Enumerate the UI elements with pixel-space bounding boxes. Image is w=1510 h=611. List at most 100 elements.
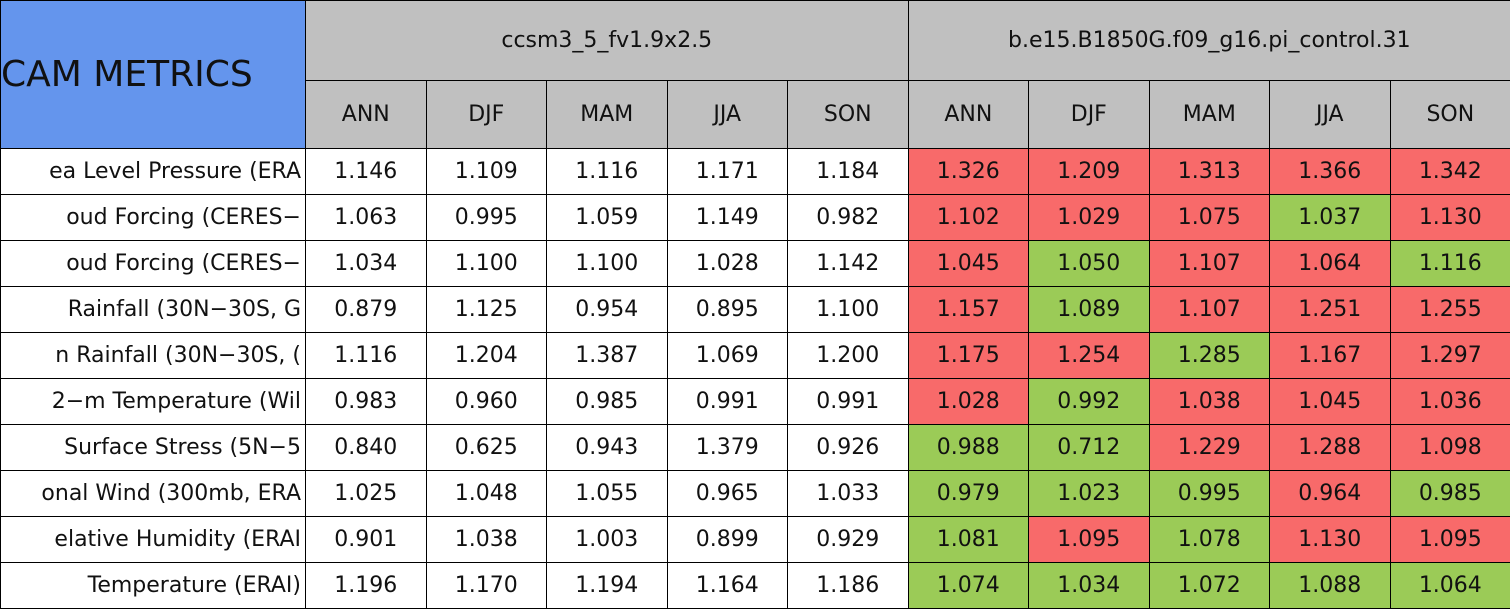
metric-cell: 0.929 xyxy=(787,516,909,563)
metric-cell: 1.038 xyxy=(425,516,547,563)
metric-cell: 1.100 xyxy=(425,240,547,287)
metric-cell: 0.985 xyxy=(546,378,668,425)
metric-cell: 0.840 xyxy=(305,424,427,471)
row-label: Surface Stress (5N−5 xyxy=(0,424,306,471)
metric-cell: 1.171 xyxy=(666,148,788,195)
metric-cell: 1.098 xyxy=(1389,424,1510,471)
season-header: MAM xyxy=(546,80,668,149)
metric-cell: 1.116 xyxy=(546,148,668,195)
metric-cell: 0.965 xyxy=(666,470,788,517)
season-header: ANN xyxy=(907,80,1030,149)
metric-cell: 1.366 xyxy=(1269,148,1391,195)
metric-cell: 1.036 xyxy=(1389,378,1510,425)
row-label: 2−m Temperature (Wil xyxy=(0,378,306,425)
metric-cell: 1.251 xyxy=(1269,286,1391,333)
metric-cell: 1.175 xyxy=(907,332,1030,379)
season-header: SON xyxy=(1389,80,1510,149)
metric-cell: 1.107 xyxy=(1148,286,1271,333)
metric-cell: 1.078 xyxy=(1148,516,1271,563)
data-row: Temperature (ERAI) 1.196 1.170 1.194 1.164 1.… xyxy=(0,562,1510,609)
row-label: oud Forcing (CERES− xyxy=(0,194,306,241)
metric-cell: 1.045 xyxy=(907,240,1030,287)
metric-cell: 1.055 xyxy=(546,470,668,517)
metric-cell: 1.387 xyxy=(546,332,668,379)
season-header: JJA xyxy=(666,80,788,149)
season-header: SON xyxy=(787,80,909,149)
season-header: DJF xyxy=(425,80,547,149)
metric-cell: 1.255 xyxy=(1389,286,1510,333)
data-row: oud Forcing (CERES− 1.034 1.100 1.100 1.028 1… xyxy=(0,240,1510,287)
row-label: onal Wind (300mb, ERA xyxy=(0,470,306,517)
metric-cell: 1.157 xyxy=(907,286,1030,333)
metric-cell: 1.184 xyxy=(787,148,909,195)
metric-cell: 1.186 xyxy=(787,562,909,609)
metric-cell: 1.059 xyxy=(546,194,668,241)
metric-cell: 1.209 xyxy=(1028,148,1150,195)
metric-cell: 1.167 xyxy=(1269,332,1391,379)
metric-cell: 1.069 xyxy=(666,332,788,379)
metric-cell: 1.023 xyxy=(1028,470,1150,517)
metric-cell: 0.983 xyxy=(305,378,427,425)
data-row: n Rainfall (30N−30S, (1.116 1.204 1.387 1.0… xyxy=(0,332,1510,379)
metric-cell: 0.982 xyxy=(787,194,909,241)
group-header: ccsm3_5_fv1.9x2.5 xyxy=(305,0,909,81)
metric-cell: 0.988 xyxy=(907,424,1030,471)
season-header-row: ANN DJF MAM JJA SON ANN DJF MAM JJA SON xyxy=(1,80,1510,149)
metric-cell: 1.045 xyxy=(1269,378,1391,425)
row-label: elative Humidity (ERAI xyxy=(0,516,306,563)
metric-cell: 1.254 xyxy=(1028,332,1150,379)
metric-cell: 1.102 xyxy=(907,194,1030,241)
row-label: oud Forcing (CERES− xyxy=(0,240,306,287)
data-row: ea Level Pressure (ERA 1.146 1.109 1.116 1.1… xyxy=(0,148,1510,195)
metric-cell: 0.954 xyxy=(546,286,668,333)
season-header: ANN xyxy=(305,80,427,149)
metric-cell: 0.991 xyxy=(787,378,909,425)
metric-cell: 1.025 xyxy=(305,470,427,517)
metric-cell: 1.034 xyxy=(1028,562,1150,609)
metric-cell: 1.149 xyxy=(666,194,788,241)
season-header: MAM xyxy=(1148,80,1271,149)
metric-cell: 0.943 xyxy=(546,424,668,471)
data-row: oud Forcing (CERES− 1.063 0.995 1.059 1.149 0… xyxy=(0,194,1510,241)
metric-cell: 1.034 xyxy=(305,240,427,287)
data-row: Rainfall (30N−30S, G 0.879 1.125 0.954 0.895… xyxy=(0,286,1510,333)
metric-cell: 1.194 xyxy=(546,562,668,609)
metric-cell: 0.712 xyxy=(1028,424,1150,471)
metric-cell: 1.116 xyxy=(1389,240,1510,287)
metric-cell: 1.297 xyxy=(1389,332,1510,379)
metric-cell: 1.064 xyxy=(1389,562,1510,609)
metric-cell: 1.037 xyxy=(1269,194,1391,241)
metric-cell: 1.028 xyxy=(666,240,788,287)
metric-cell: 1.081 xyxy=(907,516,1030,563)
metric-cell: 0.960 xyxy=(425,378,547,425)
title-cell: CAM METRICS xyxy=(0,0,306,149)
metric-cell: 1.125 xyxy=(425,286,547,333)
metric-cell: 1.116 xyxy=(305,332,427,379)
metric-cell: 0.625 xyxy=(425,424,547,471)
metric-cell: 1.130 xyxy=(1389,194,1510,241)
metric-cell: 0.985 xyxy=(1389,470,1510,517)
metric-cell: 1.142 xyxy=(787,240,909,287)
metric-cell: 1.033 xyxy=(787,470,909,517)
metric-cell: 1.313 xyxy=(1148,148,1271,195)
metric-cell: 0.992 xyxy=(1028,378,1150,425)
metric-cell: 1.050 xyxy=(1028,240,1150,287)
metric-cell: 0.979 xyxy=(907,470,1030,517)
metric-cell: 0.895 xyxy=(666,286,788,333)
metric-cell: 1.342 xyxy=(1389,148,1510,195)
data-row: 2−m Temperature (Wil 0.983 0.960 0.985 0.991… xyxy=(0,378,1510,425)
metric-cell: 1.095 xyxy=(1028,516,1150,563)
metric-cell: 1.164 xyxy=(666,562,788,609)
metric-cell: 1.029 xyxy=(1028,194,1150,241)
data-row: Surface Stress (5N−5 0.840 0.625 0.943 1.379… xyxy=(0,424,1510,471)
metric-cell: 1.326 xyxy=(907,148,1030,195)
metric-cell: 1.063 xyxy=(305,194,427,241)
metric-cell: 1.146 xyxy=(305,148,427,195)
metric-cell: 1.170 xyxy=(425,562,547,609)
metric-cell: 1.095 xyxy=(1389,516,1510,563)
metric-cell: 0.926 xyxy=(787,424,909,471)
row-label: ea Level Pressure (ERA xyxy=(0,148,306,195)
metric-cell: 0.879 xyxy=(305,286,427,333)
